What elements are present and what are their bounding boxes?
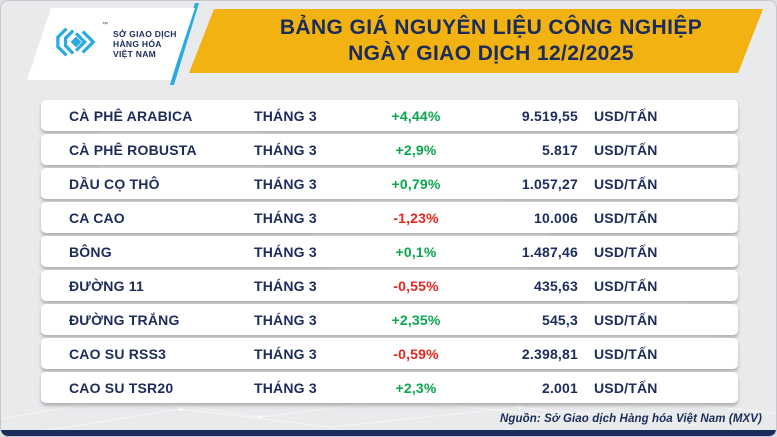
- source-attribution: Nguồn: Sở Giao dịch Hàng hóa Việt Nam (M…: [499, 413, 762, 425]
- price-unit: USD/TẤN: [594, 243, 658, 260]
- mxv-logo-card: ™ SỞ GIAO DỊCH HÀNG HÓA VIỆT NAM: [27, 8, 195, 80]
- contract-month: THÁNG 3: [254, 107, 317, 124]
- title-banner: BẢNG GIÁ NGUYÊN LIỆU CÔNG NGHIỆP NGÀY GI…: [189, 9, 763, 73]
- trademark-symbol: ™: [102, 22, 108, 28]
- price-table: CÀ PHÊ ARABICA THÁNG 3 +4,44% 9.519,55 U…: [41, 100, 738, 403]
- logo-line1: SỞ GIAO DỊCH: [113, 29, 177, 39]
- price-row: CÀ PHÊ ARABICA THÁNG 3 +4,44% 9.519,55 U…: [41, 100, 738, 131]
- price-row: ĐƯỜNG TRẮNG THÁNG 3 +2,35% 545,3 USD/TẤN: [41, 304, 738, 335]
- mxv-logo-text: SỞ GIAO DỊCH HÀNG HÓA VIỆT NAM: [113, 29, 177, 59]
- price-value: 9.519,55: [521, 107, 578, 124]
- price-row: CÀ PHÊ ROBUSTA THÁNG 3 +2,9% 5.817 USD/T…: [41, 134, 738, 165]
- contract-month: THÁNG 3: [254, 277, 317, 294]
- price-row: CA CAO THÁNG 3 -1,23% 10.006 USD/TẤN: [41, 202, 738, 233]
- commodity-name: CA CAO: [69, 209, 125, 226]
- commodity-name: CAO SU TSR20: [69, 379, 174, 396]
- page-title-line2: NGÀY GIAO DỊCH 12/2/2025: [348, 42, 634, 65]
- price-row: BÔNG THÁNG 3 +0,1% 1.487,46 USD/TẤN: [41, 236, 738, 267]
- price-unit: USD/TẤN: [594, 141, 658, 158]
- commodity-name: CÀ PHÊ ROBUSTA: [69, 141, 197, 158]
- contract-month: THÁNG 3: [254, 379, 317, 396]
- price-value: 1.487,46: [521, 243, 578, 260]
- change-percent: +2,9%: [395, 141, 437, 158]
- price-row: DẦU CỌ THÔ THÁNG 3 +0,79% 1.057,27 USD/T…: [41, 168, 738, 199]
- change-percent: -0,59%: [393, 345, 439, 362]
- change-percent: +4,44%: [391, 107, 441, 124]
- price-unit: USD/TẤN: [594, 175, 658, 192]
- price-value: 1.057,27: [521, 175, 578, 192]
- price-unit: USD/TẤN: [594, 311, 658, 328]
- change-percent: +0,79%: [391, 175, 441, 192]
- contract-month: THÁNG 3: [254, 345, 317, 362]
- commodity-name: CÀ PHÊ ARABICA: [69, 107, 193, 124]
- price-value: 5.817: [541, 141, 578, 158]
- change-percent: -0,55%: [393, 277, 439, 294]
- price-row: ĐƯỜNG 11 THÁNG 3 -0,55% 435,63 USD/TẤN: [41, 270, 738, 301]
- contract-month: THÁNG 3: [254, 311, 317, 328]
- change-percent: +0,1%: [395, 243, 437, 260]
- contract-month: THÁNG 3: [254, 243, 317, 260]
- price-value: 2.398,81: [521, 345, 578, 362]
- price-value: 2.001: [541, 379, 578, 396]
- page-title-line1: BẢNG GIÁ NGUYÊN LIỆU CÔNG NGHIỆP: [279, 16, 703, 39]
- price-value: 10.006: [533, 209, 578, 226]
- change-percent: +2,3%: [395, 379, 437, 396]
- logo-line2: HÀNG HÓA: [113, 39, 162, 49]
- change-percent: +2,35%: [391, 311, 441, 328]
- commodity-name: CAO SU RSS3: [69, 345, 167, 362]
- price-unit: USD/TẤN: [594, 209, 658, 226]
- contract-month: THÁNG 3: [254, 209, 317, 226]
- commodity-name: BÔNG: [69, 243, 112, 260]
- price-unit: USD/TẤN: [594, 107, 658, 124]
- price-row: CAO SU RSS3 THÁNG 3 -0,59% 2.398,81 USD/…: [41, 338, 738, 369]
- commodity-name: DẦU CỌ THÔ: [69, 175, 160, 192]
- price-unit: USD/TẤN: [594, 345, 658, 362]
- change-percent: -1,23%: [393, 209, 439, 226]
- commodity-name: ĐƯỜNG 11: [69, 277, 144, 294]
- price-unit: USD/TẤN: [594, 379, 658, 396]
- contract-month: THÁNG 3: [254, 175, 317, 192]
- price-unit: USD/TẤN: [594, 277, 658, 294]
- commodity-name: ĐƯỜNG TRẮNG: [69, 311, 180, 328]
- price-row: CAO SU TSR20 THÁNG 3 +2,3% 2.001 USD/TẤN: [41, 372, 738, 403]
- contract-month: THÁNG 3: [254, 141, 317, 158]
- price-value: 545,3: [541, 311, 578, 328]
- bottom-navy-strip: [1, 430, 776, 436]
- price-value: 435,63: [533, 277, 578, 294]
- mxv-chevron-logo-icon: [55, 25, 99, 64]
- logo-line3: VIỆT NAM: [113, 49, 157, 59]
